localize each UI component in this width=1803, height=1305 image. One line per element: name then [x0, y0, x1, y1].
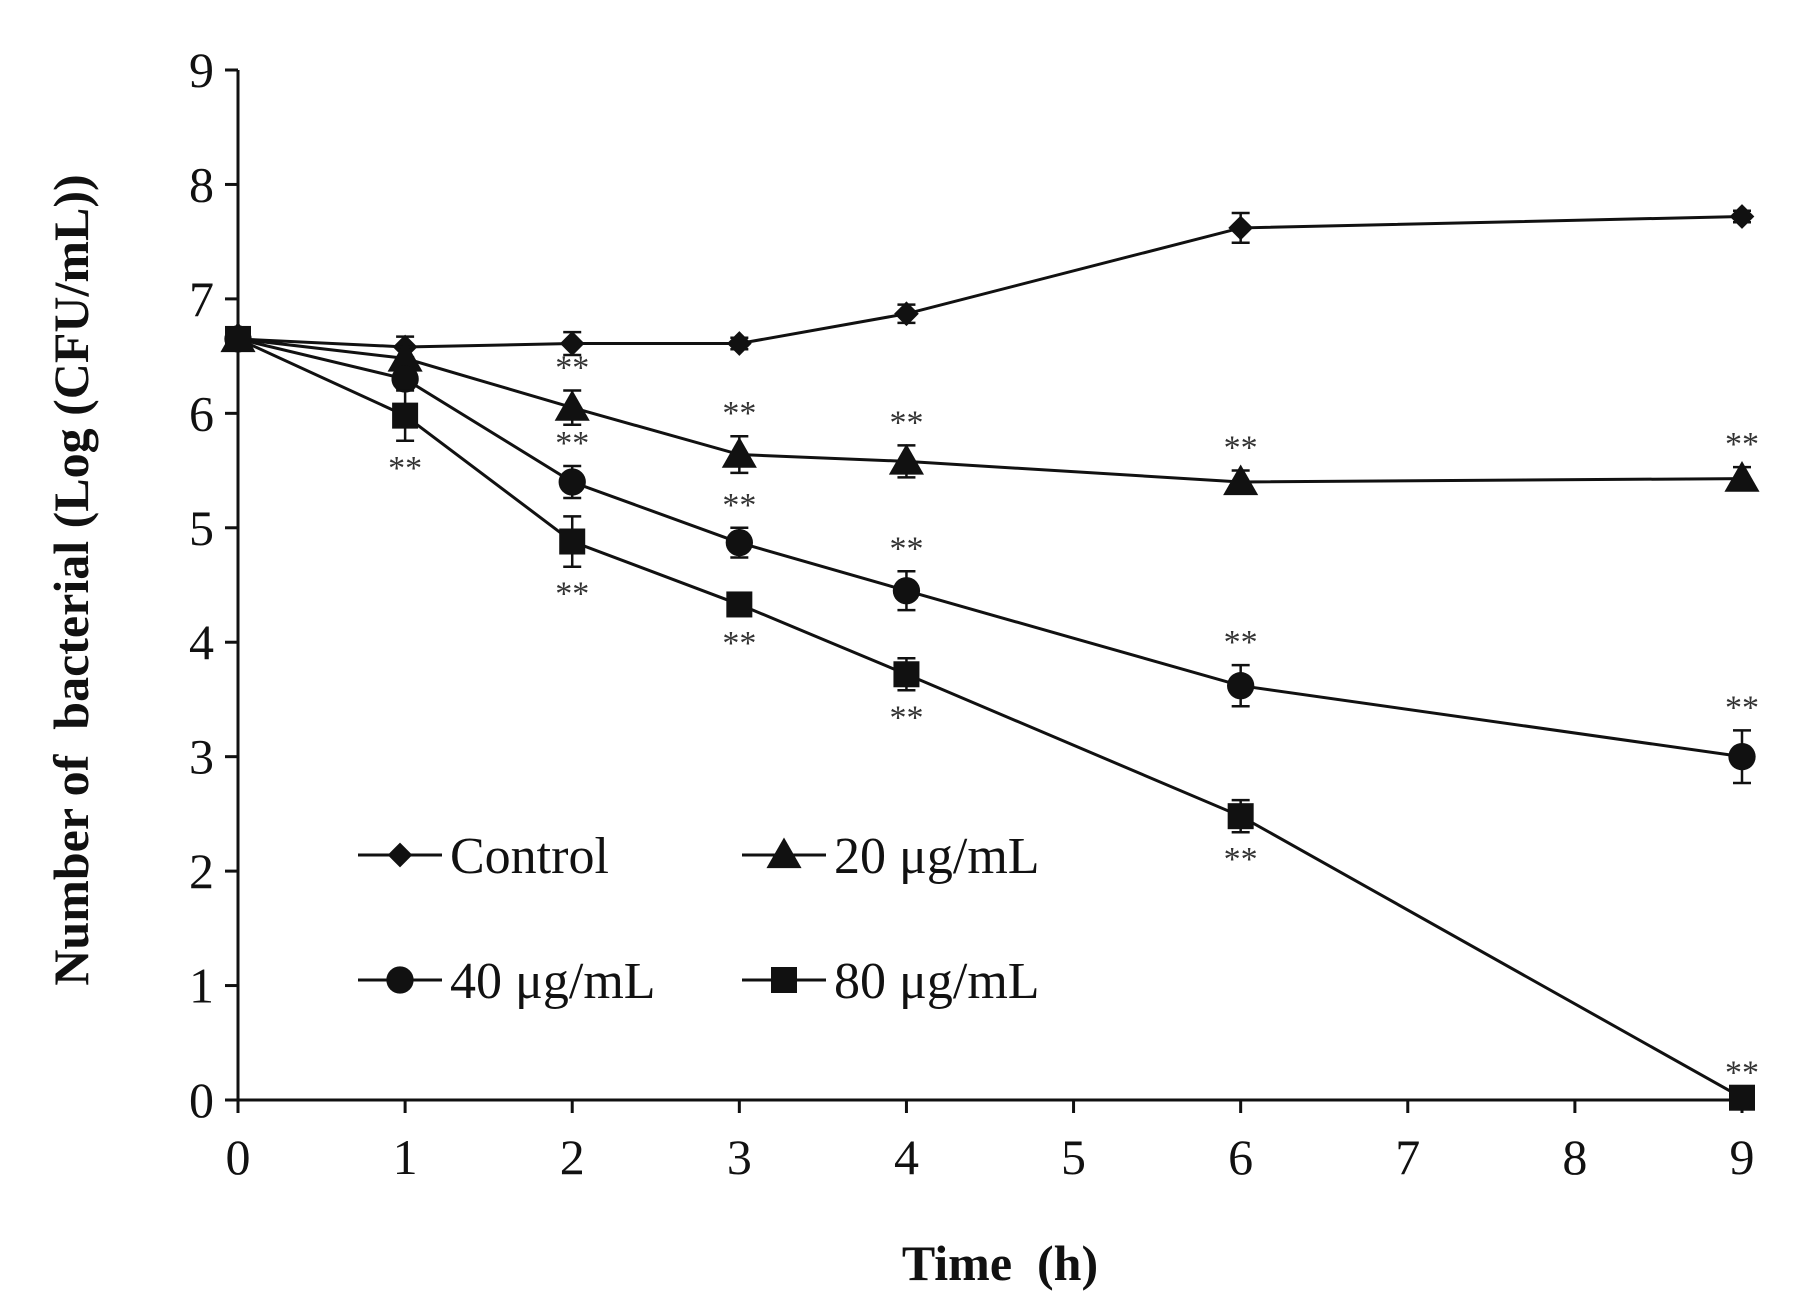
legend: Control 20 μg/mL 40 μg/mL 80 μg/mL	[358, 828, 1040, 1010]
y-tick-label: 4	[189, 614, 214, 670]
data-point	[892, 577, 921, 605]
series-layer	[220, 204, 1760, 1111]
legend-marker	[766, 837, 802, 869]
data-point	[559, 331, 585, 356]
series-20-g-ml	[220, 321, 1760, 496]
legend-label: 40 μg/mL	[450, 953, 656, 1010]
axes: 0 1 2 3 4 5 6 7 8 9 0 1 2 3 4 5 6 7 8 9	[189, 42, 1755, 1185]
y-tick-label: 6	[189, 385, 214, 441]
data-point	[559, 528, 586, 555]
x-tick-label: 2	[560, 1129, 585, 1185]
significance-marker: **	[889, 699, 923, 736]
significance-marker: **	[555, 425, 589, 462]
data-point	[554, 390, 590, 421]
series-80-g-ml	[225, 325, 1755, 1111]
y-tick-label: 0	[189, 1072, 214, 1128]
significance-layer: ** ** ** ** ** ** ** ** ** ** ** ** ** ** ** **	[388, 349, 1759, 1091]
x-tick-label: 3	[727, 1129, 752, 1185]
legend-label: 80 μg/mL	[834, 953, 1040, 1010]
significance-marker: **	[722, 625, 756, 662]
series-line	[237, 337, 1743, 759]
x-tick-label: 6	[1228, 1129, 1253, 1185]
data-point	[1227, 672, 1255, 700]
x-tick-label: 7	[1395, 1129, 1420, 1185]
data-point	[391, 365, 419, 393]
data-point	[893, 661, 920, 688]
data-point	[1228, 215, 1254, 241]
legend-label: 20 μg/mL	[834, 828, 1040, 885]
y-tick-label: 1	[189, 958, 214, 1014]
series-control	[225, 204, 1755, 360]
y-tick-label: 5	[189, 500, 214, 556]
x-tick-label: 1	[393, 1129, 418, 1185]
x-tick-label: 9	[1730, 1129, 1755, 1185]
data-point	[1729, 1084, 1755, 1111]
data-point	[894, 301, 919, 327]
data-point	[726, 331, 752, 356]
significance-marker: **	[1224, 624, 1258, 661]
significance-marker: **	[1725, 689, 1759, 726]
y-tick-label: 7	[189, 271, 214, 327]
significance-marker: **	[889, 530, 923, 567]
series-40-g-ml	[224, 325, 1756, 785]
data-point	[1223, 464, 1259, 496]
legend-item-20-g-ml: 20 μg/mL	[742, 828, 1040, 885]
y-tick-label: 3	[189, 729, 214, 785]
data-point	[1227, 803, 1254, 830]
significance-marker: **	[1725, 1054, 1759, 1091]
series-line	[237, 214, 1743, 349]
significance-marker: **	[555, 349, 589, 386]
data-point	[225, 325, 251, 352]
data-point	[1728, 743, 1756, 771]
data-point	[1724, 461, 1760, 492]
significance-marker: **	[722, 487, 756, 524]
y-tick-label: 9	[189, 42, 214, 98]
legend-marker	[387, 842, 413, 868]
data-point	[725, 529, 753, 557]
x-tick-label: 0	[226, 1129, 251, 1185]
x-axis-title: Time (h)	[902, 1235, 1098, 1291]
y-axis-title: Number of bacterial (Log (CFU/mL))	[43, 174, 99, 985]
data-point	[721, 436, 757, 468]
significance-marker: **	[1224, 430, 1258, 467]
legend-item-control: Control	[358, 828, 609, 885]
significance-marker: **	[555, 576, 589, 613]
significance-marker: **	[722, 395, 756, 432]
legend-marker	[386, 966, 414, 994]
significance-marker: **	[1725, 426, 1759, 463]
x-tick-label: 4	[894, 1129, 919, 1185]
data-point	[387, 340, 423, 372]
legend-label: Control	[450, 828, 609, 885]
significance-marker: **	[388, 450, 422, 487]
data-point	[558, 468, 586, 496]
data-point	[888, 443, 924, 475]
data-point	[1729, 204, 1755, 229]
significance-marker: **	[1224, 841, 1258, 878]
x-tick-label: 5	[1061, 1129, 1086, 1185]
y-tick-label: 2	[189, 843, 214, 899]
significance-marker: **	[889, 404, 923, 441]
data-point	[726, 591, 753, 618]
y-tick-label: 8	[189, 156, 214, 212]
legend-marker	[771, 967, 797, 993]
legend-item-40-g-ml: 40 μg/mL	[358, 953, 656, 1010]
legend-item-80-g-ml: 80 μg/mL	[742, 953, 1040, 1010]
x-tick-label: 8	[1562, 1129, 1587, 1185]
data-point	[392, 402, 419, 429]
